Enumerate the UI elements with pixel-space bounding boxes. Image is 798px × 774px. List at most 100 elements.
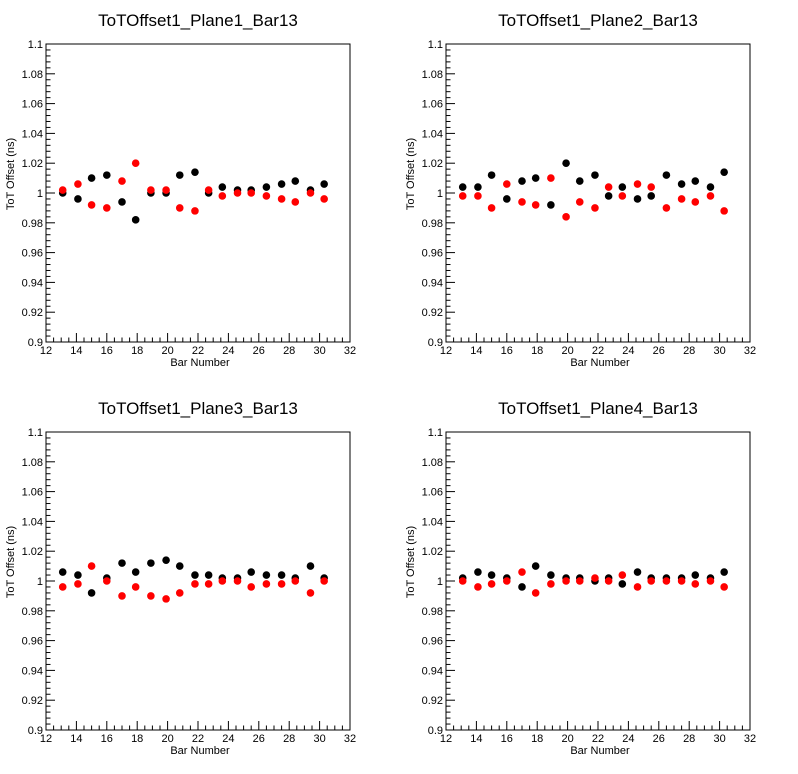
x-tick-label: 22 [192, 345, 204, 357]
y-axis-title: ToT Offset (ns) [5, 526, 17, 598]
series-2 [58, 562, 328, 603]
data-point [162, 186, 170, 194]
y-tick-label: 1.02 [22, 158, 43, 170]
chart-title: ToTOffset1_Plane2_Bar13 [498, 11, 698, 30]
data-point [191, 580, 199, 588]
y-tick-label: 0.96 [22, 248, 43, 260]
data-point [247, 189, 255, 197]
chart-panel-4: ToTOffset1_Plane4_Bar13 12 14 16 18 20 22 24 26 2… [405, 399, 756, 757]
x-tick-label: 16 [101, 345, 113, 357]
y-tick-label: 0.98 [422, 218, 443, 230]
x-tick-label: 26 [653, 345, 665, 357]
x-tick-label: 16 [501, 733, 513, 745]
data-point [320, 180, 328, 188]
data-point [131, 568, 140, 576]
y-tick-label: 1.02 [422, 158, 443, 170]
data-point [720, 583, 728, 591]
x-tick-label: 20 [161, 345, 173, 357]
data-point [591, 204, 599, 212]
data-point [233, 189, 242, 197]
x-tick-label: 18 [531, 345, 543, 357]
x-tick-label: 26 [653, 733, 665, 745]
data-point [691, 198, 700, 206]
data-point [147, 559, 155, 567]
data-point [633, 583, 642, 591]
data-point [618, 192, 627, 200]
x-tick-label: 28 [683, 733, 695, 745]
data-point [175, 589, 184, 597]
data-point [633, 180, 642, 188]
data-point [204, 571, 213, 579]
y-tick-label: 1 [37, 188, 43, 200]
data-point [531, 562, 540, 570]
y-axis-title: ToT Offset (ns) [405, 138, 417, 210]
data-point [306, 589, 315, 597]
y-tick-label: 0.94 [422, 277, 443, 289]
data-point [547, 580, 555, 588]
y-tick-label: 1.08 [22, 69, 43, 81]
data-point [233, 577, 242, 585]
y-tick-label: 1 [437, 576, 443, 588]
x-tick-label: 18 [531, 733, 543, 745]
y-tick-label: 1.02 [22, 546, 43, 558]
y-tick-label: 0.9 [28, 337, 43, 349]
x-tick-label: 28 [283, 733, 295, 745]
y-tick-label: 1.08 [22, 457, 43, 469]
data-point [118, 198, 126, 206]
data-point [218, 192, 227, 200]
x-axis-title: Bar Number [170, 357, 230, 369]
data-point [518, 198, 526, 206]
data-point [175, 204, 184, 212]
x-tick-label: 20 [161, 733, 173, 745]
data-point [262, 183, 271, 191]
data-point [618, 580, 627, 588]
plot-frame [45, 43, 351, 343]
data-point [58, 568, 67, 576]
y-tick-label: 1.1 [428, 427, 443, 439]
data-point [562, 577, 570, 585]
series-2 [458, 568, 728, 597]
x-tick-label: 14 [70, 345, 82, 357]
y-tick-label: 0.92 [422, 695, 443, 707]
data-point [503, 180, 511, 188]
x-tick-label: 22 [592, 345, 604, 357]
data-point [277, 580, 286, 588]
data-point [58, 186, 67, 194]
x-tick-label: 26 [253, 345, 265, 357]
data-point [487, 171, 496, 179]
data-point [575, 198, 584, 206]
data-point [87, 201, 96, 209]
data-point [74, 195, 82, 203]
data-point [647, 577, 655, 585]
data-point [691, 177, 700, 185]
data-point [306, 562, 315, 570]
data-point [291, 198, 300, 206]
data-point [277, 571, 286, 579]
data-point [87, 174, 96, 182]
series-1 [58, 168, 328, 224]
chart-panel-1: ToTOffset1_Plane1_Bar13 12 14 16 18 20 22 24 26 2… [5, 11, 356, 369]
data-point [604, 577, 613, 585]
y-tick-label: 0.98 [22, 606, 43, 618]
data-point [691, 571, 700, 579]
data-point [175, 171, 184, 179]
data-point [677, 180, 686, 188]
data-point [320, 577, 328, 585]
y-tick-label: 0.9 [428, 337, 443, 349]
data-point [131, 159, 140, 167]
data-point [547, 201, 555, 209]
y-tick-label: 1.04 [22, 516, 43, 528]
data-point [604, 192, 613, 200]
y-tick-label: 0.9 [428, 725, 443, 737]
data-point [191, 207, 199, 215]
data-point [562, 213, 570, 221]
x-axis-title: Bar Number [570, 745, 630, 757]
x-tick-label: 28 [283, 345, 295, 357]
data-point [720, 568, 728, 576]
data-point [487, 204, 496, 212]
x-tick-label: 26 [253, 733, 265, 745]
data-point [204, 186, 213, 194]
data-point [662, 577, 671, 585]
data-point [147, 592, 155, 600]
chart-title: ToTOffset1_Plane1_Bar13 [98, 11, 298, 30]
